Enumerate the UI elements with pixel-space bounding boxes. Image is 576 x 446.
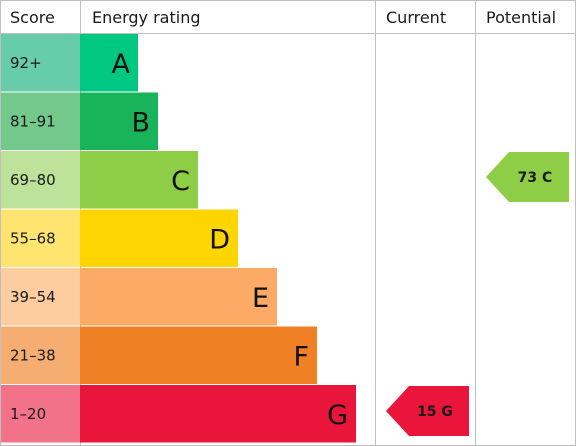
- rating-bar: [80, 34, 138, 92]
- chart-headers: Score Energy rating Current Potential: [10, 8, 556, 27]
- score-cell: [1, 326, 80, 384]
- band-b: 81–91 B: [1, 92, 158, 150]
- rating-bands: 92+ A 81–91 B 69–80 C 55–68 D 39–54 E 21–38 F 1–20 G: [1, 34, 356, 443]
- rating-bar: [80, 92, 158, 150]
- current-rating-arrow: 15 G: [386, 386, 469, 436]
- rating-letter: D: [209, 224, 230, 255]
- score-range-label: 69–80: [10, 171, 56, 189]
- score-range-label: 1–20: [10, 405, 46, 423]
- rating-letter: A: [112, 49, 131, 80]
- potential-arrow-shape: [486, 152, 569, 202]
- rating-bar: [80, 209, 238, 267]
- score-cell: [1, 151, 80, 209]
- band-a: 92+ A: [1, 34, 138, 92]
- score-range-label: 92+: [10, 54, 42, 72]
- score-cell: [1, 268, 80, 326]
- score-range-label: 81–91: [10, 112, 56, 130]
- score-cell: [1, 209, 80, 267]
- band-f: 21–38 F: [1, 326, 317, 384]
- header-energy-rating: Energy rating: [92, 8, 201, 27]
- rating-letter: C: [171, 166, 190, 197]
- rating-letter: E: [252, 283, 269, 314]
- rating-bar: [80, 151, 198, 209]
- band-e: 39–54 E: [1, 268, 277, 326]
- current-rating-label: 15 G: [417, 404, 453, 420]
- score-cell: [1, 385, 80, 443]
- score-range-label: 39–54: [10, 288, 56, 306]
- header-score: Score: [10, 8, 55, 27]
- band-c: 69–80 C: [1, 151, 198, 209]
- band-d: 55–68 D: [1, 209, 238, 267]
- header-current: Current: [386, 8, 446, 27]
- band-g: 1–20 G: [1, 385, 356, 443]
- score-range-label: 55–68: [10, 229, 56, 247]
- score-cell: [1, 34, 80, 92]
- potential-rating-label: 73 C: [518, 170, 553, 186]
- header-potential: Potential: [486, 8, 556, 27]
- rating-letter: G: [327, 400, 348, 431]
- score-range-label: 21–38: [10, 346, 56, 364]
- rating-letter: B: [131, 107, 150, 138]
- score-cell: [1, 92, 80, 150]
- rating-bar: [80, 385, 356, 443]
- rating-bar: [80, 268, 277, 326]
- potential-rating-arrow: 73 C: [486, 152, 569, 202]
- current-arrow-shape: [386, 386, 469, 436]
- rating-letter: F: [293, 341, 309, 372]
- rating-bar: [80, 326, 317, 384]
